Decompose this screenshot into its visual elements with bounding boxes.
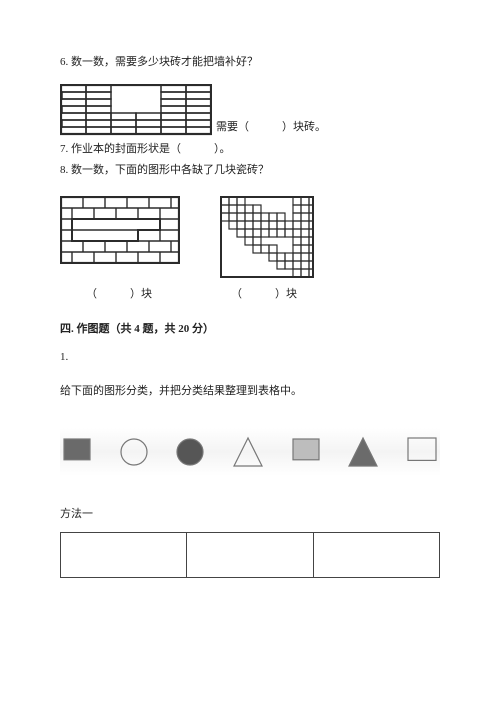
- shape-triangle-icon: [230, 434, 266, 470]
- q6-text: 6. 数一数，需要多少块砖才能把墙补好？: [60, 54, 440, 72]
- shape-circle-icon: [173, 435, 207, 469]
- shapes-strip: [60, 428, 440, 476]
- shape-square-icon: [404, 434, 440, 470]
- q6-figure-row: 需要（ ）块砖。: [60, 84, 440, 137]
- q6-after: 需要（ ）块砖。: [216, 119, 326, 137]
- section4-head: 四. 作图题（共 4 题，共 20 分）: [60, 321, 440, 339]
- q8-figures: [60, 196, 440, 278]
- q7-text: 7. 作业本的封面形状是（ ）。: [60, 141, 440, 159]
- table-cell: [187, 532, 313, 577]
- q8-captions: （ ）块 （ ）块: [60, 286, 440, 304]
- table-cell: [313, 532, 439, 577]
- shape-square-icon: [289, 435, 323, 469]
- method1-table: [60, 532, 440, 578]
- q6-wall: [60, 84, 212, 137]
- s4-method: 方法一: [60, 506, 440, 524]
- shape-triangle-icon: [345, 434, 381, 470]
- s4-q1-text: 给下面的图形分类，并把分类结果整理到表格中。: [60, 383, 440, 401]
- q8-label-b: （ ）块: [218, 286, 310, 304]
- shape-square-icon: [60, 435, 94, 469]
- q8-tile-b: [220, 196, 314, 278]
- q8-text: 8. 数一数，下面的图形中各缺了几块瓷砖？: [60, 162, 440, 180]
- s4-q1-num: 1.: [60, 349, 440, 367]
- q8-wall-a: [60, 196, 180, 264]
- shape-circle-icon: [117, 435, 151, 469]
- q8-label-a: （ ）块: [60, 286, 178, 304]
- table-row: [61, 532, 440, 577]
- table-cell: [61, 532, 187, 577]
